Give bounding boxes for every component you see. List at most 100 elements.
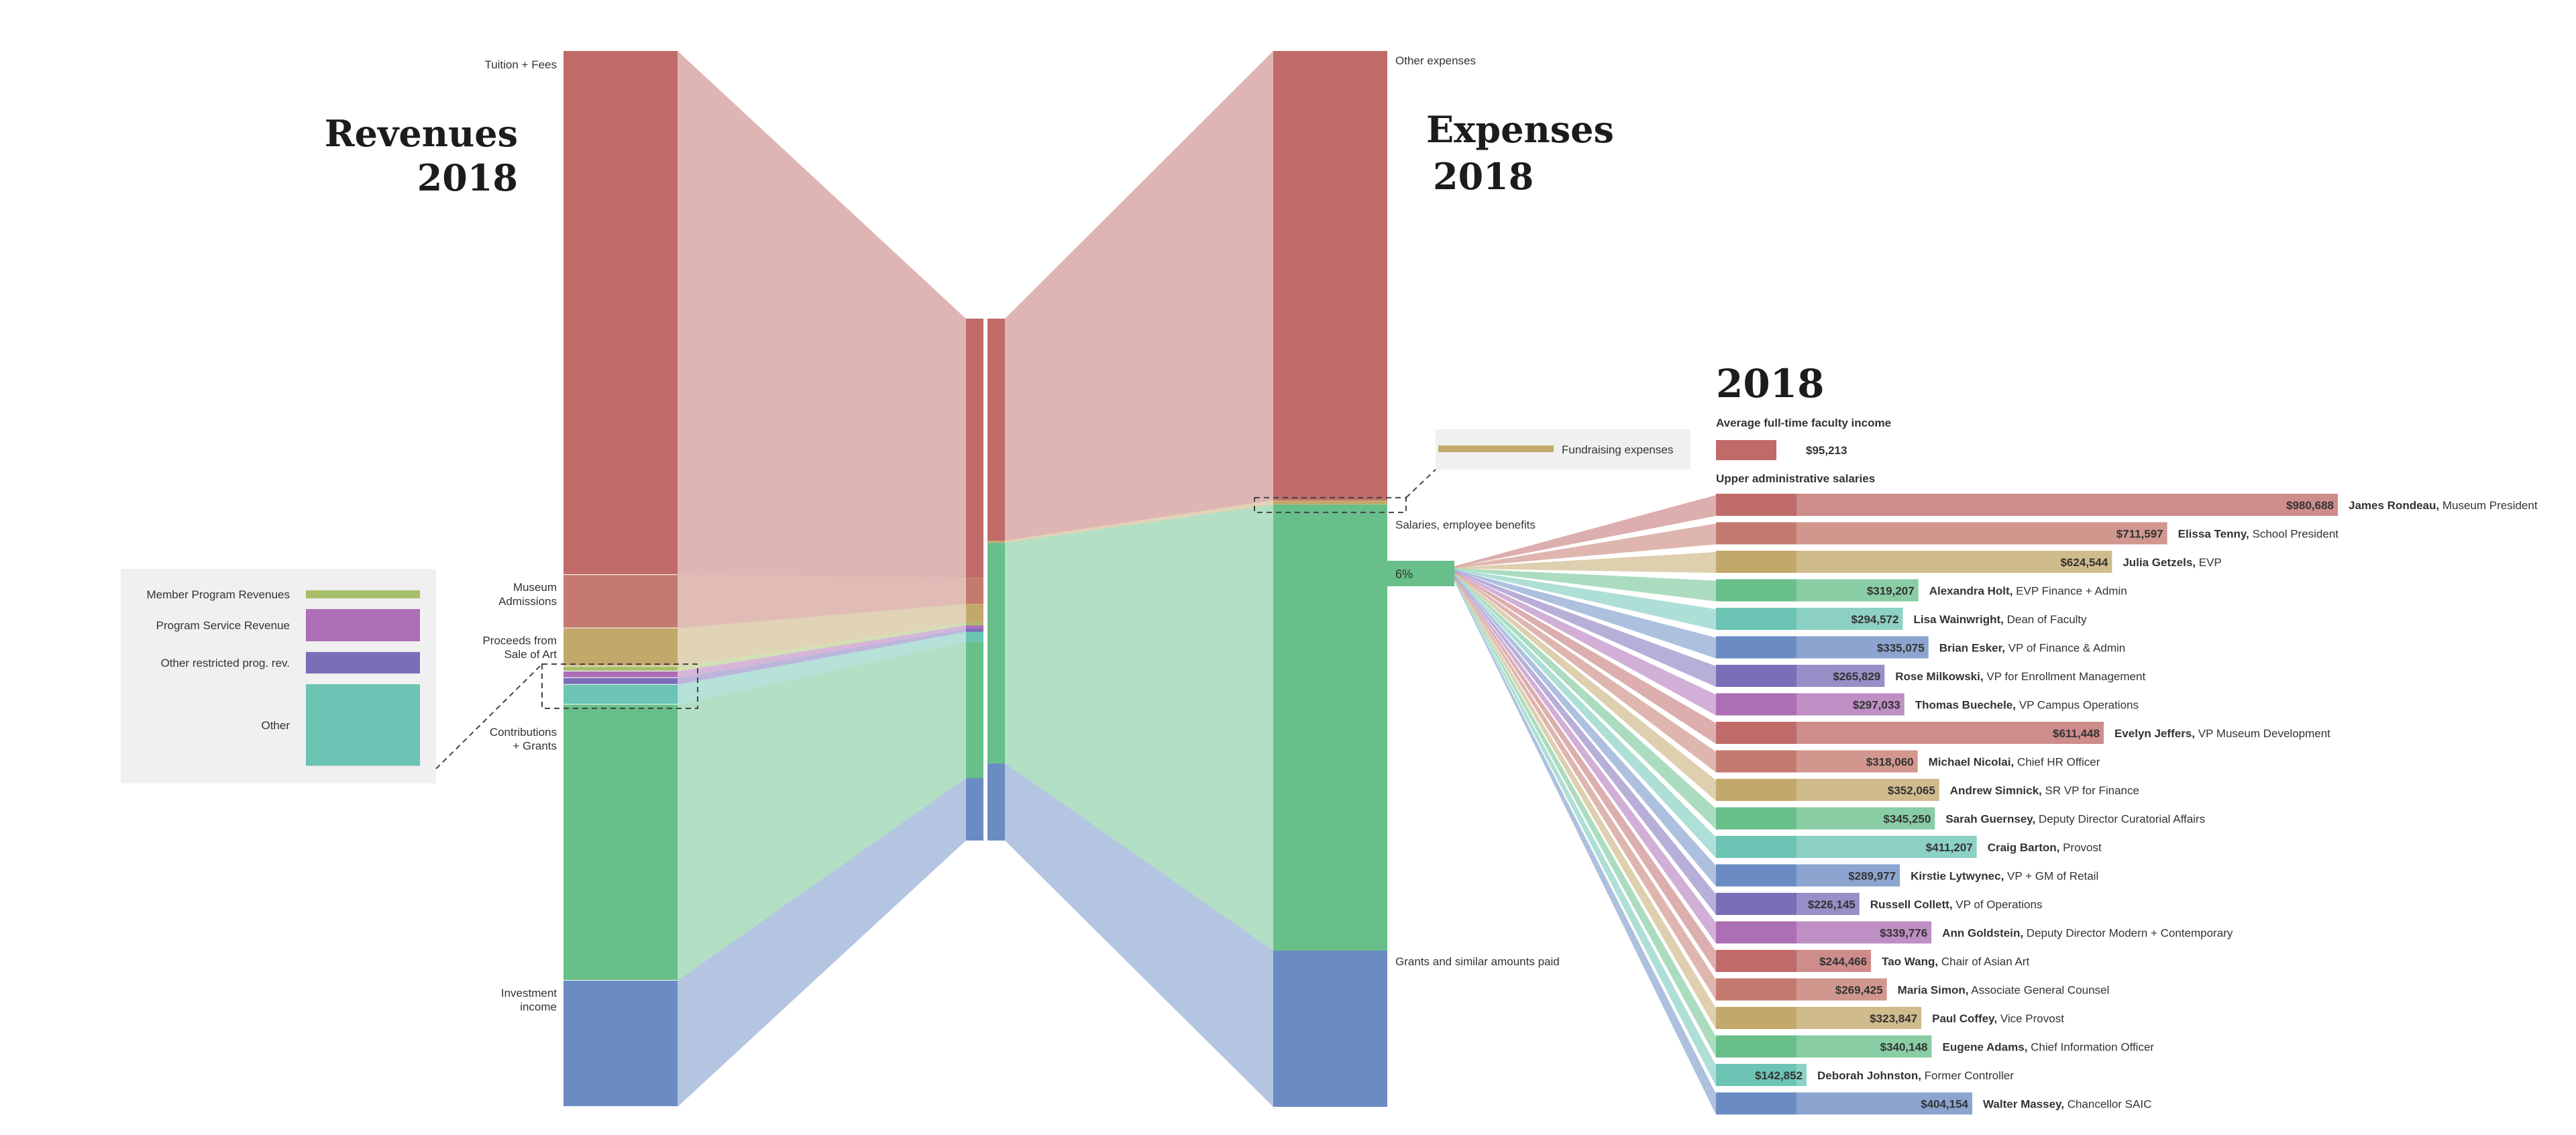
expenses-title-line1: Expenses bbox=[1426, 108, 1614, 151]
salary-bar bbox=[1796, 807, 1935, 830]
revenue-label-investment: Investment income bbox=[501, 987, 557, 1014]
salary-fan-10 bbox=[1454, 573, 1716, 801]
revenue-segment-other bbox=[564, 684, 678, 705]
revenues-title-line1: Revenues bbox=[325, 112, 518, 155]
salary-person-name: Andrew Simnick, bbox=[1950, 784, 2042, 797]
salary-person-name: Deborah Johnston, bbox=[1817, 1069, 1921, 1082]
salary-fan-5 bbox=[1454, 570, 1716, 659]
salary-person-role: Deputy Director Modern + Contemporary bbox=[2023, 927, 2233, 940]
salary-bar bbox=[1796, 722, 2104, 744]
salary-bar bbox=[1796, 921, 1932, 944]
salary-name-label: Evelyn Jeffers, VP Museum Development bbox=[2114, 727, 2330, 740]
salary-name-label: Sarah Guernsey, Deputy Director Curatori… bbox=[1945, 813, 2205, 826]
center-left-segment-contributions bbox=[966, 641, 983, 779]
legend-swatch bbox=[306, 684, 420, 766]
salary-value-label: $411,207 bbox=[1926, 841, 1973, 854]
expense-flow-fundraising bbox=[1005, 500, 1273, 543]
salary-name-label: Julia Getzels, EVP bbox=[2123, 556, 2221, 569]
salary-fan-11 bbox=[1454, 574, 1716, 830]
salary-bar-base bbox=[1716, 522, 1796, 545]
salary-fan-12 bbox=[1454, 574, 1716, 858]
revenue-label-art_sale-line: Proceeds from bbox=[482, 635, 557, 647]
revenue-label-museum-line: Museum bbox=[513, 581, 557, 594]
salary-fan-17 bbox=[1454, 578, 1716, 1001]
salary-fan-13 bbox=[1454, 575, 1716, 887]
salary-person-role: SR VP for Finance bbox=[2042, 784, 2139, 797]
salary-fan-0 bbox=[1454, 495, 1716, 568]
salary-fan-21 bbox=[1454, 580, 1716, 1115]
flow-bands bbox=[678, 51, 1273, 1107]
salary-share-label: 6% bbox=[1395, 568, 1413, 581]
salary-bar bbox=[1796, 665, 1885, 687]
salary-bar bbox=[1796, 864, 1900, 887]
salary-name-label: Andrew Simnick, SR VP for Finance bbox=[1950, 784, 2139, 797]
salary-bar bbox=[1796, 551, 2112, 573]
salary-name-label: Brian Esker, VP of Finance & Admin bbox=[1939, 642, 2126, 655]
revenue-flow-other bbox=[678, 631, 966, 705]
fundraising-connector bbox=[1405, 469, 1436, 498]
salary-bar-base bbox=[1716, 636, 1796, 659]
revenue-label-tuition: Tuition + Fees bbox=[484, 58, 557, 71]
salary-person-name: Walter Massey, bbox=[1983, 1098, 2064, 1111]
revenue-label-contributions: Contributions + Grants bbox=[490, 726, 557, 753]
revenue-label-contributions-line: + Grants bbox=[513, 740, 557, 753]
fundraising-callout-label: Fundraising expenses bbox=[1562, 443, 1673, 456]
salary-person-name: Kirstie Lytwynec, bbox=[1911, 870, 2004, 883]
center-left-segment-art_sale bbox=[966, 604, 983, 623]
salary-bar-base bbox=[1716, 921, 1796, 944]
salary-person-name: Russell Collett, bbox=[1870, 898, 1953, 911]
expense-segment-salaries bbox=[1273, 504, 1387, 951]
salary-person-name: Elissa Tenny, bbox=[2178, 528, 2249, 541]
center-right-segment-other_exp bbox=[987, 319, 1005, 541]
revenue-label-art_sale: Proceeds from Sale of Art bbox=[482, 635, 557, 661]
legend-swatch bbox=[306, 609, 420, 641]
salary-person-name: Alexandra Holt, bbox=[1929, 585, 2013, 598]
salary-value-label: $294,572 bbox=[1851, 613, 1899, 626]
salary-bar bbox=[1796, 608, 1903, 630]
salary-name-label: Ann Goldstein, Deputy Director Modern + … bbox=[1942, 927, 2233, 940]
salary-fan-lines: 6% bbox=[1387, 495, 1716, 1115]
salary-fan-20 bbox=[1454, 580, 1716, 1086]
salary-value-label: $244,466 bbox=[1819, 955, 1867, 968]
salary-name-label: Lisa Wainwright, Dean of Faculty bbox=[1913, 613, 2087, 626]
salary-value-label: $611,448 bbox=[2053, 727, 2100, 740]
expense-stacked-bar: Other expenses Salaries, employee benefit… bbox=[1254, 51, 1690, 1107]
salary-person-name: Craig Barton, bbox=[1988, 841, 2060, 854]
legend-label: Other bbox=[261, 719, 290, 732]
salary-bar-base bbox=[1716, 665, 1796, 687]
salary-fan-1 bbox=[1454, 523, 1716, 568]
revenue-segment-tuition bbox=[564, 51, 678, 576]
salary-value-label: $624,544 bbox=[2060, 556, 2108, 569]
salary-bar-base bbox=[1716, 779, 1796, 801]
revenue-label-art_sale-line: Sale of Art bbox=[504, 648, 557, 661]
legend-label: Member Program Revenues bbox=[146, 588, 290, 601]
salary-value-label: $335,075 bbox=[1877, 642, 1925, 655]
expense-flow-other_exp bbox=[1005, 51, 1273, 541]
revenue-label-museum-line: Admissions bbox=[498, 595, 557, 608]
revenue-segment-investment bbox=[564, 980, 678, 1107]
salary-person-role: VP of Finance & Admin bbox=[2005, 642, 2125, 655]
salary-fan-3 bbox=[1454, 568, 1716, 602]
revenue-flow-museum bbox=[678, 575, 966, 629]
salary-value-label: $318,060 bbox=[1866, 756, 1914, 769]
salary-bar bbox=[1796, 579, 1919, 602]
salary-person-name: Ann Goldstein, bbox=[1942, 927, 2023, 940]
expense-label-other_exp-line: Other expenses bbox=[1395, 54, 1476, 67]
fundraising-callout-swatch bbox=[1438, 445, 1554, 452]
faculty-income-title: Average full-time faculty income bbox=[1716, 417, 1891, 429]
revenue-flow-investment bbox=[678, 778, 966, 1107]
salary-person-role: Chief Information Officer bbox=[2027, 1041, 2154, 1054]
revenue-label-museum: Museum Admissions bbox=[498, 581, 557, 608]
revenue-segment-member bbox=[564, 666, 678, 671]
salary-name-label: Kirstie Lytwynec, VP + GM of Retail bbox=[1911, 870, 2098, 883]
salary-person-name: Sarah Guernsey, bbox=[1945, 813, 2035, 826]
salary-person-role: Vice Provost bbox=[1997, 1012, 2064, 1025]
salary-fan-14 bbox=[1454, 576, 1716, 915]
revenue-segment-museum bbox=[564, 575, 678, 629]
salary-person-role: VP + GM of Retail bbox=[2004, 870, 2098, 883]
salary-bar bbox=[1796, 750, 1918, 773]
salary-name-label: James Rondeau, Museum President bbox=[2349, 499, 2538, 512]
salary-person-name: Tao Wang, bbox=[1882, 955, 1938, 968]
salary-bar-base bbox=[1716, 1064, 1796, 1086]
salary-value-label: $269,425 bbox=[1835, 984, 1883, 997]
